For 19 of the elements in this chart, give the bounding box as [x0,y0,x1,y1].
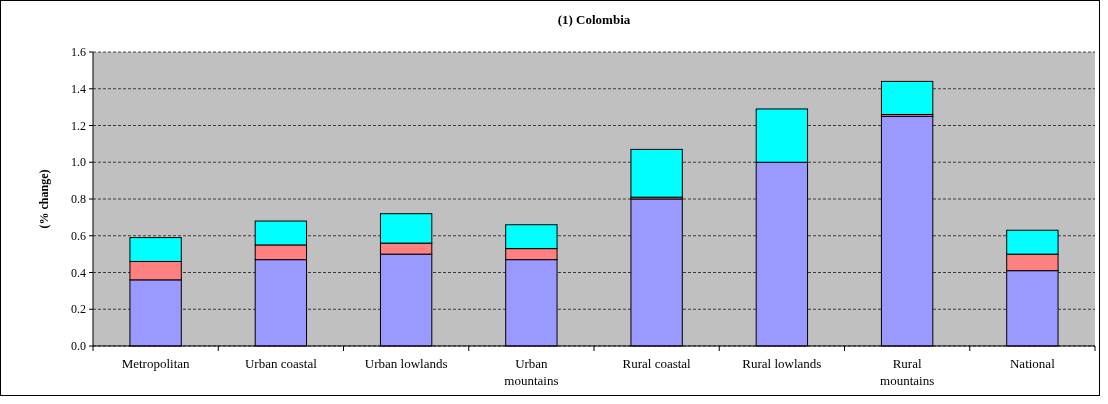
x-tick-label: Metropolitan [121,356,191,371]
y-tick-label: 0.8 [71,192,86,207]
chart-title: (1) Colombia [557,12,631,27]
x-tick-label: Urban lowlands [364,356,448,371]
x-tick-label: Urban coastal [244,356,318,371]
y-tick-label: 0.4 [71,265,86,280]
x-tick-label: Urban mountains [504,356,559,388]
y-tick-label: 1.0 [71,155,86,170]
x-tick-label: Rural mountains [880,356,935,388]
x-tick-label: Rural lowlands [742,356,822,371]
y-tick-label: 0.0 [71,339,86,354]
y-axis-title: (% change) [37,169,51,229]
x-tick-label: Rural coastal [622,356,692,371]
y-tick-label: 0.2 [71,302,86,317]
y-tick-label: 1.6 [71,45,86,60]
y-tick-label: 1.4 [71,81,86,96]
y-tick-label: 0.6 [71,228,86,243]
x-tick-label: National [1009,356,1056,371]
y-tick-label: 1.2 [71,118,86,133]
